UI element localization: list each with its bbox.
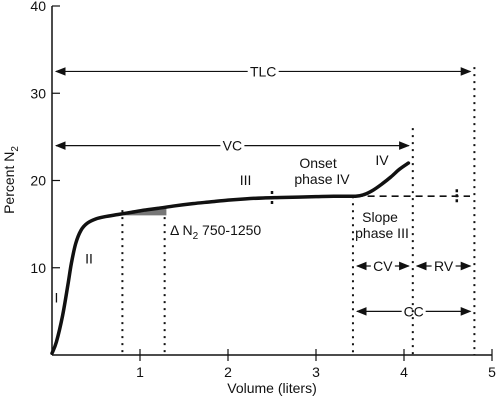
y-tick-label: 10 bbox=[30, 260, 46, 276]
x-axis-label: Volume (liters) bbox=[227, 380, 316, 396]
x-tick-label: 1 bbox=[136, 364, 144, 380]
x-ticks: 1 2 3 4 5 bbox=[136, 349, 496, 380]
y-axis-label: Percent N2 bbox=[1, 146, 21, 214]
y-tick-label: 20 bbox=[30, 173, 46, 189]
phase-label: II bbox=[85, 250, 93, 266]
washout-curve bbox=[50, 161, 411, 356]
y-ticks: 10 20 30 40 bbox=[30, 0, 60, 276]
delta-n2-subscript: 2 bbox=[193, 231, 199, 242]
phase-label: IV bbox=[375, 152, 389, 168]
slope-phase-iii-label: Slope phase III bbox=[355, 209, 409, 241]
span-label: RV bbox=[434, 258, 454, 274]
delta-n2-suffix: 750-1250 bbox=[198, 222, 261, 238]
series-group bbox=[50, 161, 470, 356]
y-axis-label-subscript: 2 bbox=[10, 146, 21, 152]
y-tick-label: 40 bbox=[30, 0, 46, 14]
span-label: CV bbox=[373, 258, 393, 274]
delta-n2-annotation: Δ N2 750-1250 bbox=[170, 222, 261, 242]
error-bars bbox=[270, 189, 459, 205]
span-label: TLC bbox=[250, 63, 276, 79]
span-label: VC bbox=[223, 138, 242, 154]
onset-line2: phase IV bbox=[294, 171, 350, 187]
onset-line1: Onset bbox=[299, 155, 336, 171]
phase-label: I bbox=[54, 290, 58, 306]
x-tick-label: 5 bbox=[488, 364, 496, 380]
x-tick-label: 2 bbox=[224, 364, 232, 380]
span-label: CC bbox=[404, 303, 424, 319]
vertical-dotted-lines bbox=[121, 67, 476, 355]
x-tick-label: 4 bbox=[400, 364, 408, 380]
span-arrows: TLC VC CV RV CC bbox=[54, 63, 472, 319]
delta-n2-prefix: Δ N bbox=[170, 222, 193, 238]
slope-line2: phase III bbox=[355, 225, 409, 241]
onset-phase-iv-label: Onset phase IV bbox=[294, 155, 350, 187]
phase-label: III bbox=[240, 172, 252, 188]
y-axis-label-main: Percent N bbox=[1, 152, 17, 214]
x-tick-label: 3 bbox=[312, 364, 320, 380]
y-tick-label: 30 bbox=[30, 85, 46, 101]
slope-line1: Slope bbox=[362, 209, 398, 225]
